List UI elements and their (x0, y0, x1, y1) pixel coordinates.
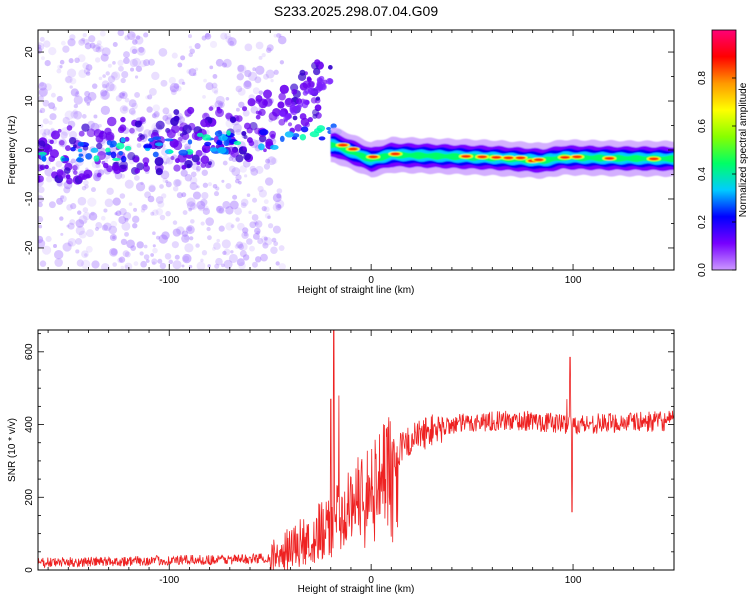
snr-y-tick-label: 400 (24, 416, 35, 433)
noise-blobs (38, 30, 345, 270)
spectrogram-x-axis-label: Height of straight line (km) (298, 285, 415, 296)
colorbar-tick-label: 0.2 (697, 215, 708, 229)
snr-y-axis-label: SNR (10 * v/v) (7, 418, 18, 482)
ridge-peak-core (461, 154, 472, 158)
colorbar-scale (711, 29, 737, 271)
colorbar-tick-label: 0.8 (697, 71, 708, 85)
spectrogram-y-ticks: -20 -10 0 10 20 (24, 46, 674, 255)
spectrogram-y-tick-label: 10 (24, 95, 35, 107)
colorbar-tick-label: 0.4 (697, 167, 708, 181)
spectrogram-x-tick-label: 100 (565, 275, 582, 286)
spectrogram-y-axis-label: Frequency (Hz) (7, 116, 18, 185)
spectrogram-x-ticks: -100 0 100 (47, 30, 675, 286)
ridge-peak-core (337, 143, 348, 147)
ridge-peak-core (503, 156, 514, 160)
ridge-peak-core (572, 155, 583, 159)
snr-x-tick-label: -100 (159, 575, 179, 586)
ridge-peak-core (533, 158, 544, 162)
chart-title: S233.2025.298.07.04.G09 (274, 3, 438, 19)
colorbar-tick-label: 0.0 (697, 263, 708, 277)
snr-panel: -100 0 100 0 200 400 600 Height of straight l… (7, 329, 675, 595)
ridge-peak-core (347, 147, 358, 151)
ridge-peak-core (368, 155, 379, 159)
colorbar-tick-label: 0.6 (697, 119, 708, 133)
colorbar-label: Normalized spectral amplitude (738, 82, 749, 217)
snr-y-tick-label: 200 (24, 488, 35, 505)
colorbar: 0.0 0.2 0.4 0.6 0.8 Normalized spectral ampl… (697, 29, 749, 277)
snr-x-ticks: -100 0 100 (47, 330, 675, 586)
ridge-peak-core (604, 156, 615, 160)
snr-x-tick-label: 0 (368, 575, 374, 586)
snr-x-tick-label: 100 (565, 575, 582, 586)
ridge-peak-core (477, 155, 488, 159)
spectrogram-plot-area (38, 30, 674, 270)
ridge-peak-core (559, 155, 570, 159)
ridge-layer (330, 141, 674, 165)
spectrogram-y-tick-label: -20 (24, 240, 35, 255)
snr-x-axis-label: Height of straight line (km) (298, 584, 415, 595)
snr-y-tick-label: 0 (24, 567, 35, 573)
snr-plot-area (38, 330, 674, 570)
snr-y-tick-label: 600 (24, 343, 35, 360)
signal-ridge (330, 127, 674, 179)
spectrogram-y-tick-label: 20 (24, 46, 35, 58)
ridge-peak-core (390, 152, 401, 156)
snr-frame (37, 329, 675, 571)
spectrogram-x-tick-label: -100 (159, 275, 179, 286)
spectrogram-y-tick-label: -10 (24, 191, 35, 206)
ridge-peak-core (515, 156, 526, 160)
ridge-peak-core (648, 157, 659, 161)
ridge-peak-core (491, 155, 502, 159)
snr-series-line (38, 330, 674, 570)
spectrogram-y-tick-label: 0 (24, 147, 35, 153)
spectrogram-x-tick-label: 0 (368, 275, 374, 286)
snr-y-ticks: 0 200 400 600 (24, 333, 674, 573)
colorbar-ticks: 0.0 0.2 0.4 0.6 0.8 (697, 71, 736, 277)
